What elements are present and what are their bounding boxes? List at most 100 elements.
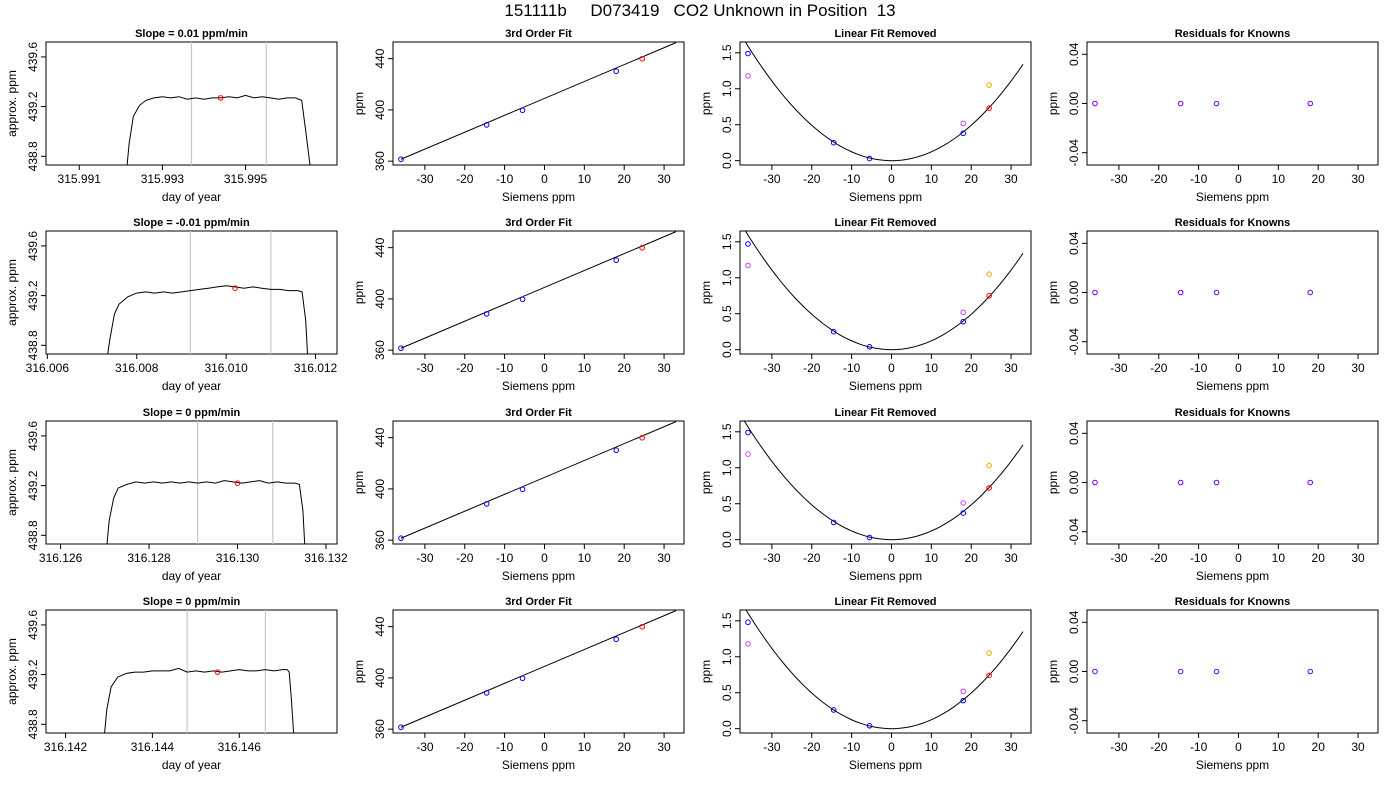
plot-frame: [1086, 609, 1379, 734]
x-tick-label: 30: [657, 172, 671, 186]
panel-3: Linear Fit Removed -30 -20 -10 0 10 20 30 0.0 0.5…: [699, 28, 1032, 204]
x-axis-label: day of year: [162, 758, 221, 772]
data-point: [1307, 100, 1314, 107]
data-point: [519, 486, 526, 493]
data-point: [519, 675, 526, 682]
panel-5: Slope = -0.01 ppm/min 316.006 316.008 316.0…: [5, 217, 338, 393]
data-layer: [743, 421, 1024, 541]
y-tick-label: 439.2: [26, 659, 40, 689]
data-layer: [107, 231, 308, 354]
x-tick-label: 0: [541, 361, 548, 375]
data-point: [398, 156, 404, 163]
data-layer: [1092, 479, 1314, 486]
x-tick-label: 20: [1312, 361, 1326, 375]
data-layer: [1092, 289, 1314, 296]
data-point: [398, 345, 404, 352]
y-tick-label: 439.2: [26, 91, 40, 121]
data-layer: [398, 610, 677, 731]
x-tick-label: 315.995: [224, 172, 268, 186]
data-point: [483, 501, 490, 507]
x-tick-label: 315.991: [58, 172, 102, 186]
x-tick-label: 20: [1312, 551, 1326, 565]
y-tick-label: 1.5: [720, 233, 734, 250]
x-tick-label: 10: [1272, 361, 1286, 375]
x-axis-label: Siemens ppm: [849, 569, 922, 583]
data-point: [830, 328, 837, 335]
x-tick-label: 0: [1235, 361, 1242, 375]
y-tick-label: 0.5: [720, 684, 734, 701]
x-tick-label: -10: [496, 172, 514, 186]
y-tick-label: 1.0: [720, 648, 734, 665]
panel-16: Residuals for Knowns -30 -20 -10 0 10 20 30 -0.0…: [1046, 596, 1379, 772]
data-point: [1177, 100, 1184, 107]
x-tick-label: 30: [1004, 172, 1018, 186]
x-tick-label: 0: [888, 551, 895, 565]
x-tick-label: 316.146: [218, 740, 262, 754]
panel-title: 3rd Order Fit: [505, 28, 572, 40]
y-axis-label: ppm: [699, 660, 713, 683]
data-point: [1307, 479, 1314, 486]
data-layer: [1092, 100, 1314, 107]
y-axis-label: ppm: [1046, 660, 1060, 683]
x-tick-label: 316.010: [204, 361, 248, 375]
x-tick-label: -20: [456, 172, 474, 186]
x-tick-label: 316.128: [127, 551, 171, 565]
data-point: [830, 707, 837, 713]
y-tick-label: 360: [373, 530, 387, 550]
panel-title: Slope = 0 ppm/min: [143, 596, 241, 608]
x-axis-label: Siemens ppm: [1196, 569, 1269, 583]
data-layer: [104, 610, 295, 733]
data-point: [519, 107, 526, 114]
x-tick-label: 30: [1004, 740, 1018, 754]
x-tick-label: 30: [657, 361, 671, 375]
y-tick-label: 0.04: [1067, 610, 1081, 634]
plot-frame: [1086, 230, 1379, 355]
data-point: [986, 82, 992, 88]
y-tick-label: 360: [373, 340, 387, 360]
y-tick-label: 360: [373, 719, 387, 739]
x-tick-label: 0: [541, 551, 548, 565]
y-tick-label: 1.5: [720, 423, 734, 440]
data-point: [960, 510, 967, 516]
panel-1: Slope = 0.01 ppm/min 315.991 315.993 315.99…: [5, 28, 338, 204]
x-tick-label: 20: [965, 361, 979, 375]
fit-line: [400, 610, 677, 728]
y-tick-label: 439.6: [26, 421, 40, 451]
panel-11: Linear Fit Removed -30 -20 -10 0 10 20 30 0.0 0.5…: [699, 407, 1032, 583]
data-point: [519, 296, 526, 303]
data-point: [986, 271, 992, 277]
data-point: [830, 519, 837, 526]
y-axis-label: ppm: [699, 92, 713, 115]
fit-curve: [744, 231, 1024, 351]
panel-title: Linear Fit Removed: [834, 407, 936, 419]
data-point: [745, 73, 751, 79]
x-tick-label: -20: [803, 172, 821, 186]
x-tick-label: 20: [1312, 172, 1326, 186]
panel-title: 3rd Order Fit: [505, 596, 572, 608]
panel-4: Residuals for Knowns -30 -20 -10 0 10 20 30 -0.0…: [1046, 28, 1379, 204]
x-axis-label: Siemens ppm: [1196, 758, 1269, 772]
x-axis-label: Siemens ppm: [502, 190, 575, 204]
data-point: [1177, 479, 1184, 486]
y-tick-label: 1.0: [720, 269, 734, 286]
x-tick-label: -20: [803, 551, 821, 565]
y-tick-label: 440: [373, 427, 387, 447]
x-tick-label: 20: [618, 551, 632, 565]
y-tick-label: -0.04: [1067, 328, 1081, 356]
x-tick-label: -20: [803, 361, 821, 375]
x-tick-label: -10: [843, 172, 861, 186]
y-tick-label: 438.8: [26, 141, 40, 171]
data-point: [483, 122, 490, 128]
plot-frame: [1086, 41, 1379, 166]
x-axis-label: day of year: [162, 190, 221, 204]
y-tick-label: 439.6: [26, 231, 40, 261]
x-tick-label: 315.993: [141, 172, 185, 186]
x-tick-label: -10: [1190, 740, 1208, 754]
x-tick-label: 20: [618, 740, 632, 754]
data-point: [483, 311, 490, 317]
data-point: [1213, 668, 1220, 675]
plot-frame: [392, 609, 685, 734]
plot-frame: [739, 230, 1032, 355]
x-tick-label: 316.008: [115, 361, 159, 375]
